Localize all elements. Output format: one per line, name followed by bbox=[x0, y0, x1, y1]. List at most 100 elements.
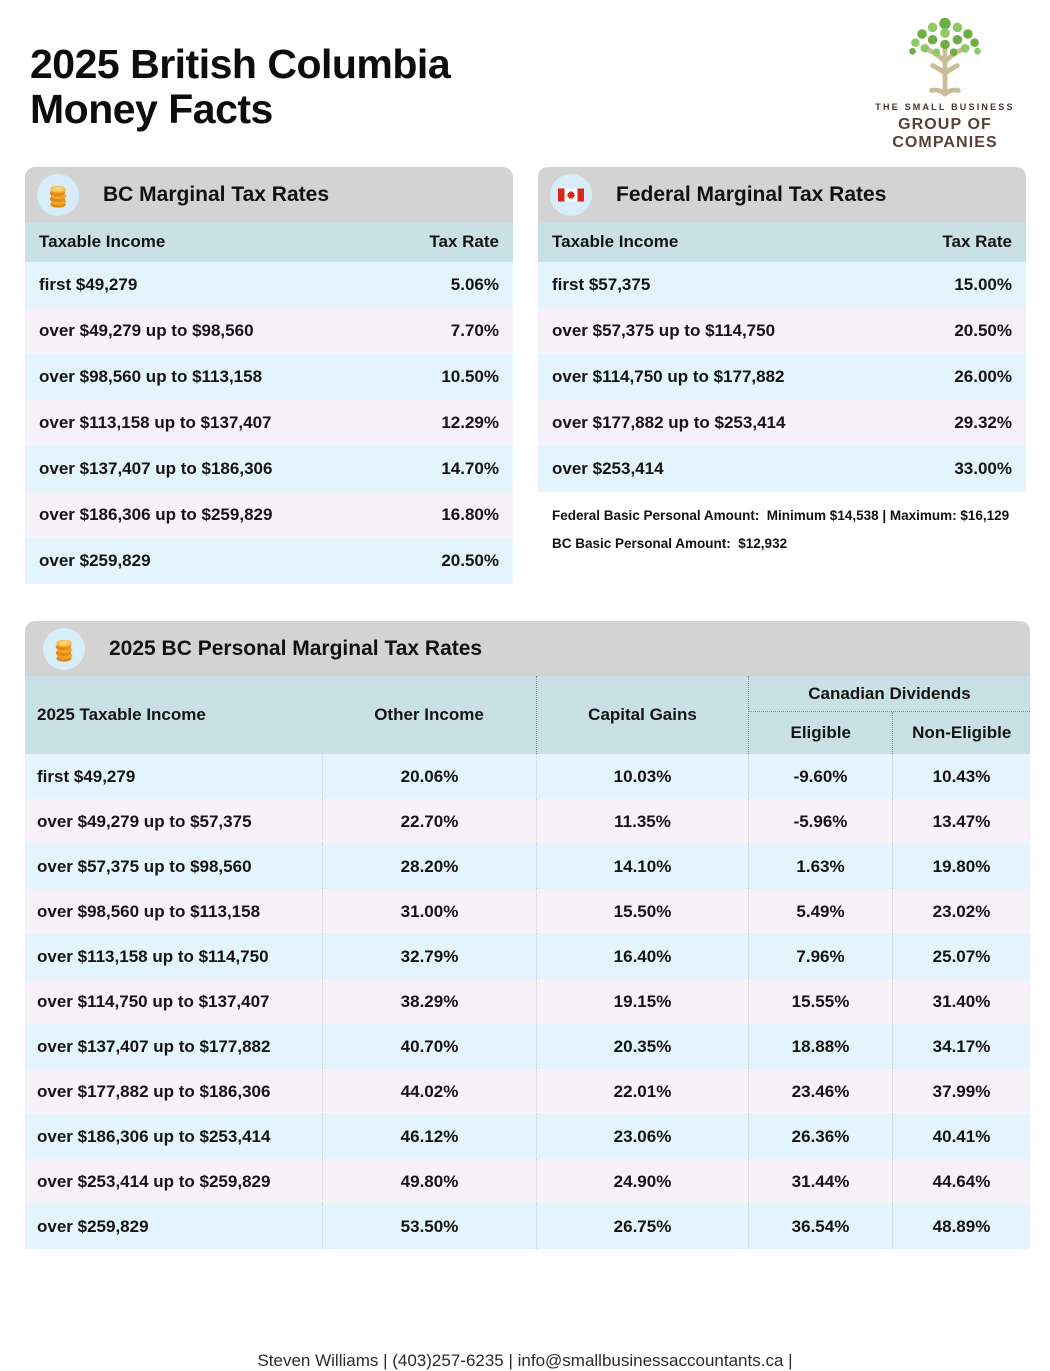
eligible-cell: 15.55% bbox=[748, 979, 892, 1024]
capital-gains-cell: 16.40% bbox=[536, 934, 748, 979]
eligible-cell: 31.44% bbox=[748, 1159, 892, 1204]
non-eligible-cell: 23.02% bbox=[892, 889, 1030, 934]
federal-tax-table: Federal Marginal Tax Rates Taxable Incom… bbox=[538, 167, 1026, 551]
income-cell: first $49,279 bbox=[39, 275, 138, 294]
table-row: over $177,882 up to $186,306 44.02% 22.0… bbox=[25, 1069, 1030, 1114]
bc-tax-table: BC Marginal Tax Rates Taxable Income Tax… bbox=[25, 167, 513, 584]
rate-cell: 20.50% bbox=[441, 551, 499, 570]
eligible-cell: 1.63% bbox=[748, 844, 892, 889]
other-income-cell: 49.80% bbox=[322, 1159, 536, 1204]
income-cell: over $49,279 up to $98,560 bbox=[39, 321, 254, 340]
income-cell: over $113,158 up to $137,407 bbox=[39, 413, 272, 432]
income-cell: over $137,407 up to $186,306 bbox=[39, 459, 273, 478]
eligible-cell: 7.96% bbox=[748, 934, 892, 979]
non-eligible-cell: 13.47% bbox=[892, 799, 1030, 844]
income-cell: over $177,882 up to $253,414 bbox=[552, 413, 786, 432]
bc-table-body: first $49,279 5.06% over $49,279 up to $9… bbox=[25, 262, 513, 584]
other-income-cell: 32.79% bbox=[322, 934, 536, 979]
table-row: over $114,750 up to $137,407 38.29% 19.1… bbox=[25, 979, 1030, 1024]
table-row: over $114,750 up to $177,882 26.00% bbox=[538, 354, 1026, 400]
income-cell: over $57,375 up to $98,560 bbox=[37, 856, 252, 876]
income-cell: over $186,306 up to $253,414 bbox=[37, 1126, 271, 1146]
bc-col-income: Taxable Income bbox=[39, 232, 166, 251]
col-taxable-income: 2025 Taxable Income bbox=[37, 705, 206, 724]
income-cell: over $113,158 up to $114,750 bbox=[37, 946, 269, 966]
other-income-cell: 31.00% bbox=[322, 889, 536, 934]
federal-bpa-note: Federal Basic Personal Amount: Minimum $… bbox=[552, 508, 1010, 523]
table-row: first $49,279 5.06% bbox=[25, 262, 513, 308]
non-eligible-cell: 48.89% bbox=[892, 1204, 1030, 1249]
canada-flag-icon bbox=[550, 173, 592, 216]
income-cell: over $259,829 bbox=[37, 1216, 149, 1236]
bc-table-title: BC Marginal Tax Rates bbox=[103, 182, 330, 206]
tree-icon bbox=[855, 12, 1035, 100]
table-row: over $98,560 up to $113,158 10.50% bbox=[25, 354, 513, 400]
dividends-subcolumns: Eligible Non-Eligible bbox=[749, 712, 1030, 754]
federal-col-rate: Tax Rate bbox=[942, 232, 1012, 251]
eligible-cell: -5.96% bbox=[748, 799, 892, 844]
federal-table-body: first $57,375 15.00% over $57,375 up to $… bbox=[538, 262, 1026, 492]
capital-gains-cell: 23.06% bbox=[536, 1114, 748, 1159]
table-row: over $49,279 up to $98,560 7.70% bbox=[25, 308, 513, 354]
col-canadian-dividends: Canadian Dividends bbox=[749, 676, 1030, 712]
income-cell: over $253,414 up to $259,829 bbox=[37, 1171, 271, 1191]
personal-column-headers: 2025 Taxable Income Other Income Capital… bbox=[25, 676, 1030, 754]
federal-column-headers: Taxable Income Tax Rate bbox=[538, 222, 1026, 262]
page-title-line1: 2025 British Columbia bbox=[30, 41, 451, 87]
non-eligible-cell: 31.40% bbox=[892, 979, 1030, 1024]
income-cell: over $114,750 up to $137,407 bbox=[37, 991, 270, 1011]
rate-cell: 12.29% bbox=[441, 413, 499, 432]
income-cell: over $98,560 up to $113,158 bbox=[37, 901, 261, 921]
non-eligible-cell: 37.99% bbox=[892, 1069, 1030, 1114]
income-cell: first $49,279 bbox=[37, 766, 136, 786]
page-title-line2: Money Facts bbox=[30, 86, 273, 133]
col-non-eligible: Non-Eligible bbox=[892, 712, 1030, 754]
rate-cell: 16.80% bbox=[441, 505, 499, 524]
capital-gains-cell: 11.35% bbox=[536, 799, 748, 844]
table-row: first $49,279 20.06% 10.03% -9.60% 10.43… bbox=[25, 754, 1030, 799]
income-cell: over $259,829 bbox=[39, 551, 151, 570]
table-row: over $177,882 up to $253,414 29.32% bbox=[538, 400, 1026, 446]
income-cell: over $253,414 bbox=[552, 459, 664, 478]
capital-gains-cell: 22.01% bbox=[536, 1069, 748, 1114]
col-capital-gains: Capital Gains bbox=[536, 676, 748, 754]
coins-icon bbox=[37, 173, 79, 216]
income-cell: over $186,306 up to $259,829 bbox=[39, 505, 273, 524]
table-row: over $137,407 up to $177,882 40.70% 20.3… bbox=[25, 1024, 1030, 1069]
table-row: over $49,279 up to $57,375 22.70% 11.35%… bbox=[25, 799, 1030, 844]
personal-table-header: 2025 BC Personal Marginal Tax Rates bbox=[25, 621, 1030, 676]
rate-cell: 29.32% bbox=[954, 413, 1012, 432]
table-row: over $253,414 up to $259,829 49.80% 24.9… bbox=[25, 1159, 1030, 1204]
rate-cell: 14.70% bbox=[441, 459, 499, 478]
table-row: over $98,560 up to $113,158 31.00% 15.50… bbox=[25, 889, 1030, 934]
rate-cell: 26.00% bbox=[954, 367, 1012, 386]
page-title: 2025 British Columbia Money Facts bbox=[30, 41, 451, 133]
basic-personal-amount-notes: Federal Basic Personal Amount: Minimum $… bbox=[538, 492, 1026, 551]
table-row: over $259,829 20.50% bbox=[25, 538, 513, 584]
federal-table-header: Federal Marginal Tax Rates bbox=[538, 167, 1026, 222]
bc-table-header: BC Marginal Tax Rates bbox=[25, 167, 513, 222]
col-other-income: Other Income bbox=[374, 705, 484, 724]
eligible-cell: 36.54% bbox=[748, 1204, 892, 1249]
income-cell: over $57,375 up to $114,750 bbox=[552, 321, 776, 340]
personal-table-body: first $49,279 20.06% 10.03% -9.60% 10.43… bbox=[25, 754, 1030, 1249]
other-income-cell: 53.50% bbox=[322, 1204, 536, 1249]
federal-table-title: Federal Marginal Tax Rates bbox=[616, 182, 887, 206]
income-cell: over $137,407 up to $177,882 bbox=[37, 1036, 271, 1056]
non-eligible-cell: 25.07% bbox=[892, 934, 1030, 979]
table-row: over $113,158 up to $137,407 12.29% bbox=[25, 400, 513, 446]
rate-cell: 7.70% bbox=[450, 321, 499, 340]
federal-col-income: Taxable Income bbox=[552, 232, 679, 251]
income-cell: over $114,750 up to $177,882 bbox=[552, 367, 785, 386]
rate-cell: 15.00% bbox=[954, 275, 1012, 294]
other-income-cell: 40.70% bbox=[322, 1024, 536, 1069]
other-income-cell: 28.20% bbox=[322, 844, 536, 889]
non-eligible-cell: 10.43% bbox=[892, 754, 1030, 799]
income-cell: over $177,882 up to $186,306 bbox=[37, 1081, 271, 1101]
table-row: over $186,306 up to $253,414 46.12% 23.0… bbox=[25, 1114, 1030, 1159]
other-income-cell: 44.02% bbox=[322, 1069, 536, 1114]
non-eligible-cell: 40.41% bbox=[892, 1114, 1030, 1159]
personal-tax-table: 2025 BC Personal Marginal Tax Rates 2025… bbox=[25, 621, 1030, 1249]
rate-cell: 5.06% bbox=[450, 275, 499, 294]
rate-cell: 10.50% bbox=[441, 367, 499, 386]
